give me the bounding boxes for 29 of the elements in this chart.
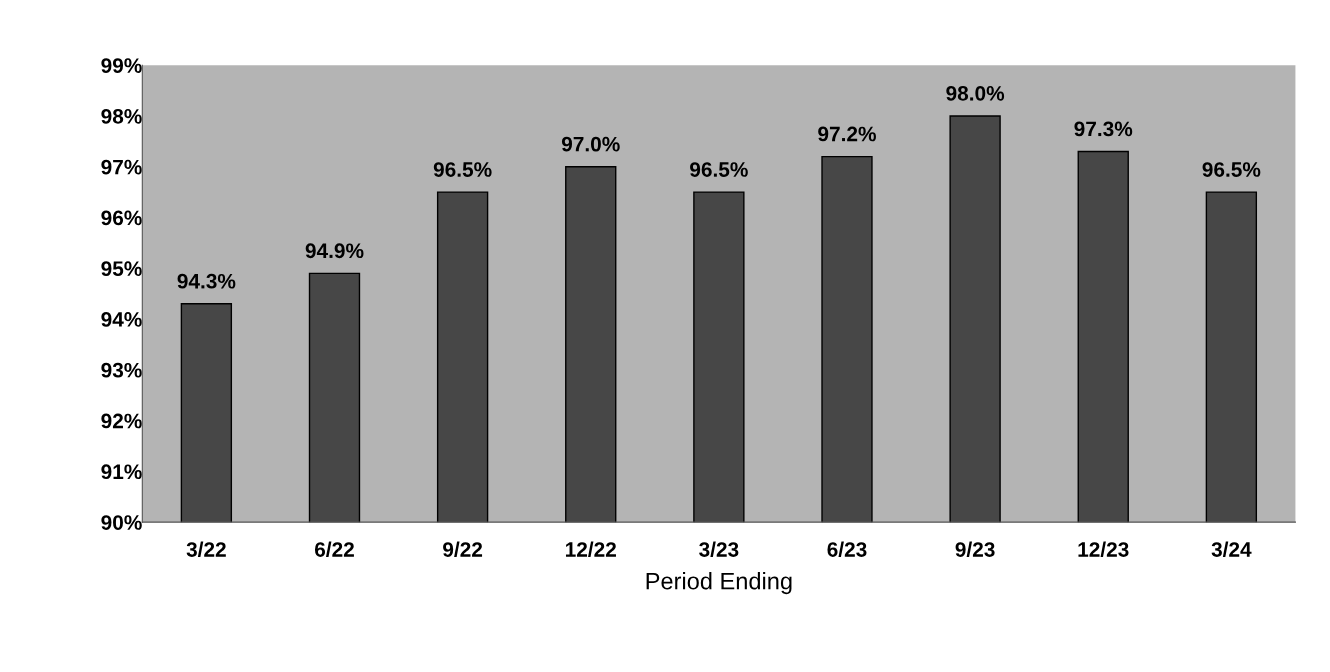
data-label: 96.5% (1202, 162, 1261, 177)
y-tick-label: 93% (101, 362, 142, 378)
y-tick-label: 97% (101, 159, 142, 175)
data-label: 94.9% (305, 243, 364, 259)
x-tick-label: 3/24 (1211, 541, 1252, 558)
x-tick-label: 12/22 (565, 541, 616, 558)
x-tick-label: 6/22 (314, 541, 354, 558)
data-label: 96.5% (690, 162, 748, 177)
y-tick-label: 90% (101, 515, 142, 530)
y-tick-label: 96% (101, 210, 142, 226)
data-label: 96.5% (433, 162, 492, 177)
y-tick-label: 98% (101, 108, 142, 124)
data-label: 94.3% (177, 273, 236, 289)
x-tick-label: 9/22 (443, 541, 483, 558)
data-label: 98.0% (946, 85, 1005, 101)
y-tick-label: 94% (101, 312, 142, 327)
data-label: 97.3% (1074, 121, 1133, 137)
y-tick-label: 99% (101, 58, 142, 73)
x-tick-label: 9/23 (955, 541, 995, 558)
x-tick-label: 3/22 (186, 541, 226, 558)
data-label: 97.2% (818, 126, 876, 142)
data-label: 97.0% (561, 136, 620, 152)
x-tick-label: 12/23 (1078, 541, 1129, 558)
y-tick-label: 95% (101, 261, 142, 277)
x-axis-title: Period Ending (646, 572, 792, 595)
x-tick-label: 6/23 (827, 541, 867, 558)
y-tick-label: 92% (101, 413, 142, 429)
x-tick-label: 3/23 (699, 541, 739, 558)
y-tick-label: 91% (101, 464, 142, 480)
